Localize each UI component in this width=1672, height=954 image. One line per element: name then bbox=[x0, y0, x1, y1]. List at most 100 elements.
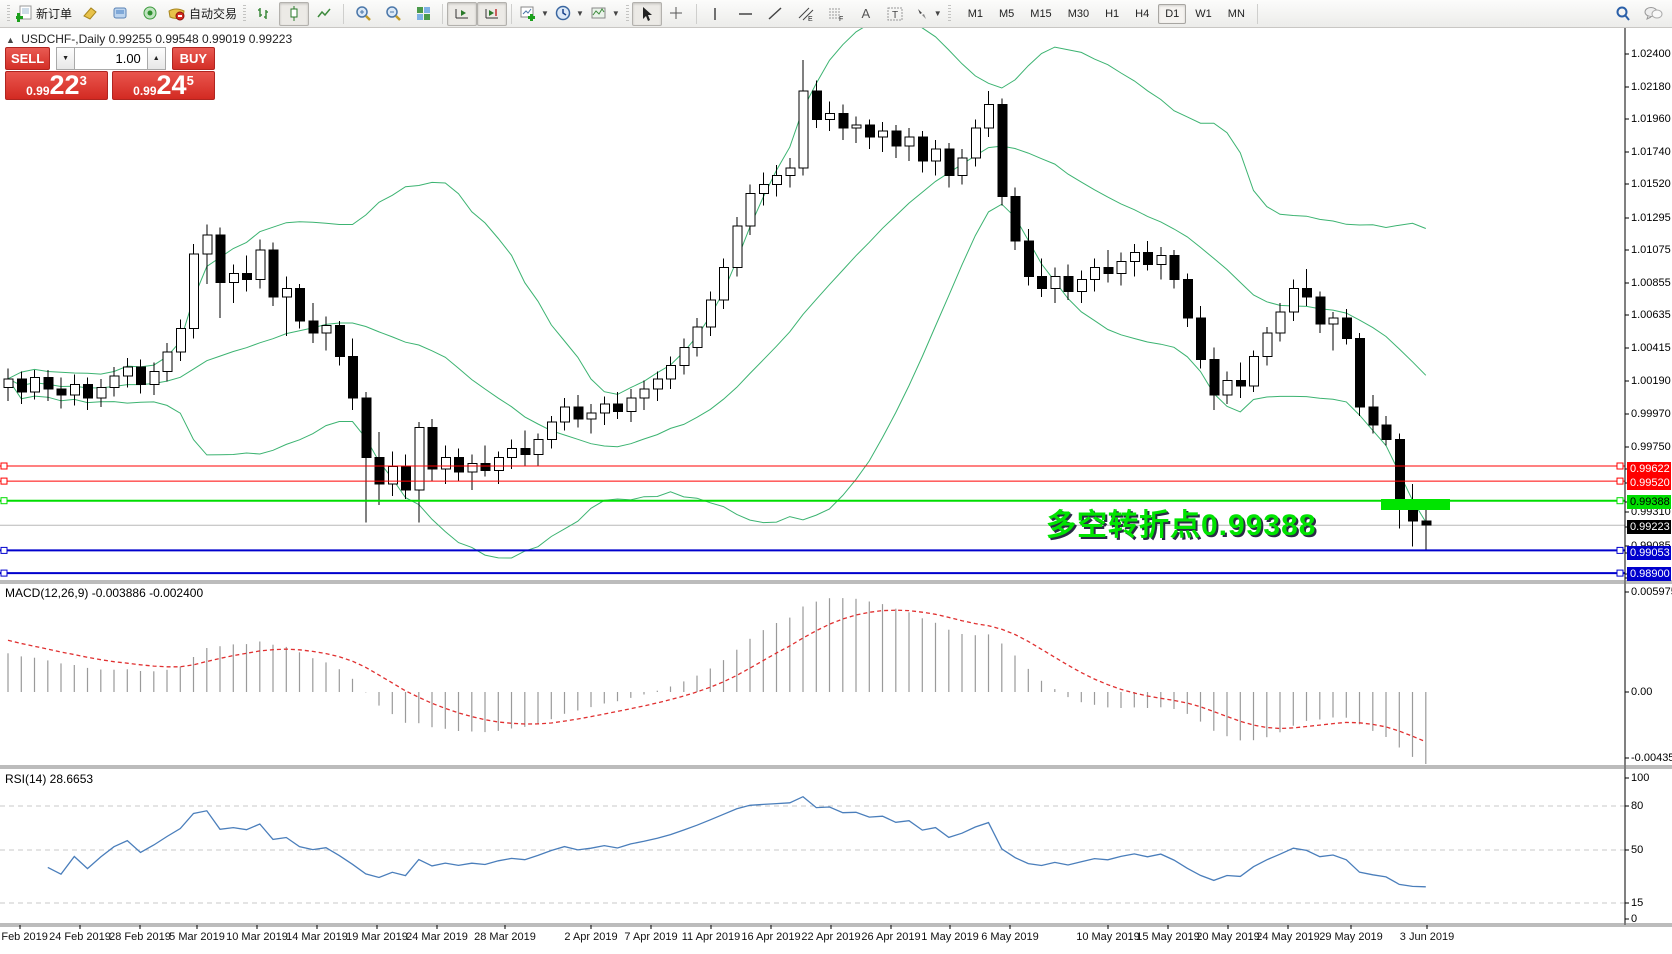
tf-button-M15[interactable]: M15 bbox=[1030, 7, 1052, 20]
buy-price-big: 24 bbox=[156, 70, 187, 100]
buy-price-sup: 5 bbox=[186, 73, 194, 88]
auto-trading-button[interactable]: 自动交易 bbox=[165, 2, 240, 26]
toolbar-separator bbox=[343, 3, 345, 24]
volume-input[interactable]: 1.00 bbox=[75, 47, 147, 70]
search-button[interactable] bbox=[1608, 2, 1638, 26]
templates-button[interactable]: ▼ bbox=[587, 2, 623, 26]
fibonacci-button[interactable]: F bbox=[821, 2, 851, 26]
periods-button[interactable]: ▼ bbox=[552, 2, 587, 26]
price-line-badge: 0.99223 bbox=[1627, 520, 1671, 534]
rsi-axis-tick: 0 bbox=[1631, 913, 1638, 925]
highlight-bar[interactable] bbox=[1381, 499, 1450, 510]
data-window-button[interactable] bbox=[105, 2, 135, 26]
macd-label: MACD(12,26,9) -0.003886 -0.002400 bbox=[5, 586, 204, 600]
tf-button-M5[interactable]: M5 bbox=[999, 7, 1015, 20]
date-axis-tick: 16 Apr 2019 bbox=[741, 931, 801, 943]
date-axis-tick: 11 Apr 2019 bbox=[681, 931, 741, 943]
toolbar-grip[interactable] bbox=[625, 4, 629, 23]
chat-button[interactable] bbox=[1638, 2, 1668, 26]
price-axis-tick: 1.01075 bbox=[1631, 244, 1671, 256]
volume-increase-button[interactable]: ▲ bbox=[146, 47, 166, 70]
zoom-in-button[interactable] bbox=[348, 2, 378, 26]
date-axis-tick: 3 Jun 2019 bbox=[1399, 931, 1455, 943]
cursor-icon bbox=[639, 6, 654, 22]
bar-chart-button[interactable] bbox=[249, 2, 279, 26]
date-axis-tick: 2 Apr 2019 bbox=[564, 931, 618, 943]
trendline-icon bbox=[767, 6, 784, 21]
chevron-down-icon[interactable]: ▼ bbox=[933, 9, 942, 18]
tf-button-H4[interactable]: H4 bbox=[1135, 7, 1150, 20]
chart-annotation-text[interactable]: 多空转折点0.99388 bbox=[1046, 509, 1317, 542]
date-axis-tick: 24 Feb 2019 bbox=[49, 931, 111, 943]
price-axis-tick: 1.00635 bbox=[1631, 309, 1671, 321]
equidistant-channel-button[interactable]: E bbox=[791, 2, 821, 26]
date-axis-tick: 7 Apr 2019 bbox=[624, 931, 678, 943]
svg-text:T: T bbox=[892, 10, 898, 21]
candle-chart-button[interactable] bbox=[279, 1, 310, 26]
toolbar-separator bbox=[511, 3, 513, 24]
market-watch-button[interactable] bbox=[75, 2, 105, 26]
price-axis-tick: 1.01295 bbox=[1631, 212, 1671, 224]
tf-button-H1[interactable]: H1 bbox=[1105, 7, 1120, 20]
tile-windows-icon bbox=[415, 5, 432, 22]
timeframe-bar: M1 M5 M15 M30 H1 H4 D1 W1 MN bbox=[960, 3, 1253, 24]
arrows-button[interactable]: ▼ bbox=[911, 2, 945, 26]
price-line-badge: 0.99622 bbox=[1627, 462, 1671, 476]
tile-windows-button[interactable] bbox=[408, 2, 438, 26]
auto-scroll-button[interactable] bbox=[447, 1, 478, 26]
new-chart-button[interactable]: ▼ bbox=[516, 2, 552, 26]
text-tool-icon: A bbox=[861, 6, 871, 21]
zoom-in-icon bbox=[355, 5, 372, 22]
chart-shift-button[interactable] bbox=[477, 1, 508, 26]
crosshair-button[interactable] bbox=[662, 2, 692, 26]
sell-price-prefix: 0.99 bbox=[26, 84, 50, 98]
tf-button-M30[interactable]: M30 bbox=[1067, 7, 1090, 20]
tf-button-M1[interactable]: M1 bbox=[967, 7, 983, 20]
trendline-button[interactable] bbox=[761, 2, 791, 26]
toolbar-grip[interactable] bbox=[243, 4, 247, 23]
navigator-icon bbox=[142, 5, 159, 22]
rsi-axis-tick: 80 bbox=[1631, 800, 1644, 812]
collapse-triangle-icon[interactable]: ▲ bbox=[6, 35, 15, 45]
sell-price-box[interactable]: 0.99 22 3 bbox=[5, 71, 108, 100]
zoom-out-button[interactable] bbox=[378, 2, 408, 26]
cursor-button[interactable] bbox=[631, 1, 662, 26]
vertical-line-button[interactable] bbox=[701, 2, 731, 26]
rsi-axis-tick: 100 bbox=[1631, 772, 1650, 784]
toolbar-separator bbox=[1256, 3, 1258, 24]
macd-axis-tick: -0.004355 bbox=[1631, 752, 1672, 764]
price-axis-tick: 0.99310 bbox=[1631, 506, 1671, 518]
date-axis-tick: 1 May 2019 bbox=[921, 931, 979, 943]
chevron-down-icon[interactable]: ▼ bbox=[575, 9, 584, 18]
tf-button-MN[interactable]: MN bbox=[1227, 7, 1245, 20]
sell-button[interactable]: SELL bbox=[5, 47, 51, 70]
text-tool-button[interactable]: A bbox=[851, 2, 881, 26]
date-axis-tick: 28 Mar 2019 bbox=[474, 931, 536, 943]
rsi-axis-tick: 50 bbox=[1631, 844, 1644, 856]
chevron-down-icon[interactable]: ▼ bbox=[611, 9, 620, 18]
horizontal-line-button[interactable] bbox=[731, 2, 761, 26]
buy-price-box[interactable]: 0.99 24 5 bbox=[112, 71, 215, 100]
candle-chart-icon bbox=[286, 5, 303, 22]
chevron-down-icon[interactable]: ▼ bbox=[541, 9, 549, 18]
navigator-button[interactable] bbox=[135, 2, 165, 26]
date-axis-tick: 5 Mar 2019 bbox=[169, 931, 225, 943]
toolbar-grip[interactable] bbox=[947, 4, 951, 23]
date-axis-tick: 9 Feb 2019 bbox=[0, 931, 48, 943]
date-axis-tick: 28 Feb 2019 bbox=[109, 931, 171, 943]
chart-shift-icon bbox=[484, 5, 501, 22]
buy-button[interactable]: BUY bbox=[171, 47, 215, 70]
market-watch-icon bbox=[82, 5, 99, 22]
tf-button-D1[interactable]: D1 bbox=[1158, 3, 1187, 24]
price-line-badge: 0.98900 bbox=[1627, 567, 1671, 581]
date-axis-tick: 22 Apr 2019 bbox=[801, 931, 861, 943]
volume-decrease-button[interactable]: ▼ bbox=[56, 47, 76, 70]
new-order-button[interactable]: 新订单 bbox=[13, 2, 75, 26]
toolbar-grip[interactable] bbox=[7, 4, 10, 23]
price-axis-tick: 0.99970 bbox=[1631, 408, 1671, 420]
tf-button-W1[interactable]: W1 bbox=[1195, 7, 1212, 20]
line-chart-button[interactable] bbox=[309, 2, 339, 26]
text-label-button[interactable]: T bbox=[881, 2, 911, 26]
rsi-label: RSI(14) 28.6653 bbox=[5, 772, 94, 786]
